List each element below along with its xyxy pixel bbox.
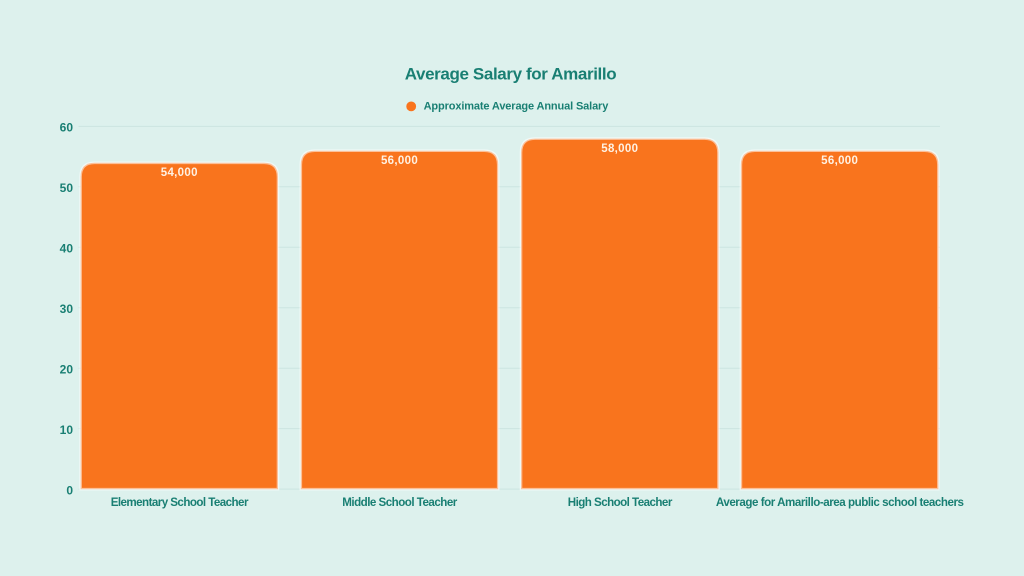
svg-text:40: 40: [60, 242, 74, 256]
svg-text:56,000: 56,000: [821, 155, 858, 167]
svg-text:60: 60: [60, 121, 74, 135]
svg-text:High School Teacher: High School Teacher: [568, 496, 673, 509]
svg-text:Average Salary for Amarillo: Average Salary for Amarillo: [405, 64, 616, 83]
svg-text:50: 50: [60, 181, 74, 195]
svg-text:54,000: 54,000: [161, 167, 198, 179]
svg-text:56,000: 56,000: [381, 155, 418, 167]
svg-text:30: 30: [60, 302, 74, 316]
svg-text:Average for Amarillo-area publ: Average for Amarillo-area public school …: [716, 496, 964, 509]
svg-text:Approximate Average Annual Sal: Approximate Average Annual Salary: [424, 101, 610, 113]
svg-text:Middle School Teacher: Middle School Teacher: [342, 496, 457, 509]
svg-text:Elementary School Teacher: Elementary School Teacher: [111, 496, 249, 509]
svg-text:20: 20: [60, 363, 74, 377]
svg-text:58,000: 58,000: [601, 143, 638, 155]
svg-text:0: 0: [66, 483, 73, 497]
svg-text:10: 10: [60, 423, 74, 437]
